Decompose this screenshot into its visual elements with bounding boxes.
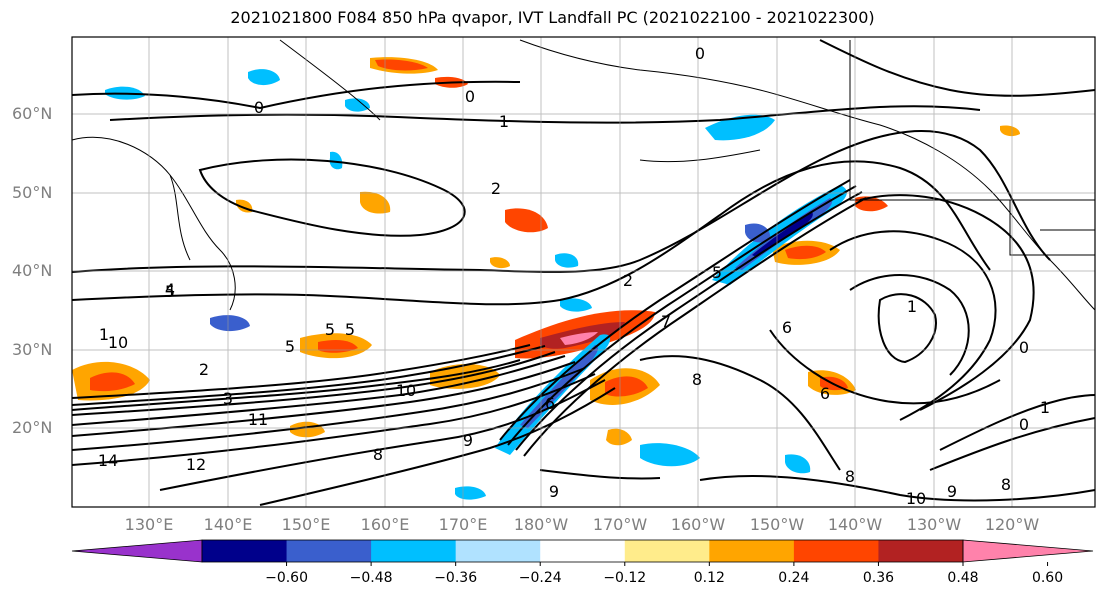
lon-label-180w: 180°W bbox=[513, 515, 569, 534]
contour-label: 10 bbox=[108, 333, 128, 352]
ivt-contours bbox=[71, 39, 1096, 506]
contour-label: 5 bbox=[285, 337, 295, 356]
contour-label: 2 bbox=[623, 271, 633, 290]
contour-label: 1 bbox=[907, 297, 917, 316]
contour-label: 6 bbox=[545, 394, 555, 413]
contour-label: 6 bbox=[820, 384, 830, 403]
colorbar-tick-label: −0.24 bbox=[518, 570, 562, 586]
negative-anomaly-fill bbox=[105, 69, 847, 500]
contour-label: 7 bbox=[661, 312, 671, 331]
contour-label: 9 bbox=[463, 431, 473, 450]
coastlines bbox=[71, 39, 1096, 311]
contour-label: 0 bbox=[254, 98, 264, 117]
lat-label-20n: 20°N bbox=[12, 418, 53, 437]
contour-label: 10 bbox=[906, 489, 926, 508]
contour-label: 8 bbox=[845, 467, 855, 486]
colorbar-tick-label: 0.60 bbox=[1031, 570, 1064, 586]
colorbar-bin bbox=[540, 540, 626, 562]
colorbar-tick-label: 0.12 bbox=[693, 570, 725, 586]
colorbar-bin bbox=[286, 540, 372, 562]
colorbar-bin bbox=[624, 540, 710, 562]
map-title: 2021021800 F084 850 hPa qvapor, IVT Land… bbox=[230, 8, 875, 27]
contour-label: 1 bbox=[499, 112, 509, 131]
contour-label: 12 bbox=[186, 455, 206, 474]
map-frame bbox=[71, 36, 1096, 508]
colorbar-tick-label: 0.36 bbox=[862, 570, 895, 586]
colorbar-tick-label: 0.48 bbox=[947, 570, 979, 586]
contour-label: 1 bbox=[1040, 398, 1050, 417]
contour-label: 8 bbox=[1001, 475, 1011, 494]
contour-label: 0 bbox=[1019, 338, 1029, 357]
contour-label: 0 bbox=[1019, 415, 1029, 434]
colorbar-bin bbox=[202, 540, 288, 562]
contour-label: 1 bbox=[99, 325, 109, 344]
colorbar-tick-label: −0.48 bbox=[349, 570, 393, 586]
contour-label: 4 bbox=[165, 280, 175, 299]
contour-label: 8 bbox=[692, 370, 702, 389]
contour-label: 6 bbox=[782, 318, 792, 337]
lon-label-130w: 130°W bbox=[906, 515, 962, 534]
colorbar-tick-label: 0.24 bbox=[778, 570, 810, 586]
lon-label-150w: 150°W bbox=[749, 515, 805, 534]
contour-label: 5 bbox=[345, 320, 355, 339]
contour-label: 3 bbox=[223, 389, 233, 408]
lon-label-150e: 150°E bbox=[281, 515, 331, 534]
colorbar-bin bbox=[371, 540, 457, 562]
lon-label-130e: 130°E bbox=[124, 515, 174, 534]
colorbar-bin bbox=[455, 540, 541, 562]
lat-label-40n: 40°N bbox=[12, 261, 53, 280]
lat-label-30n: 30°N bbox=[12, 340, 53, 359]
colorbar-extend-high bbox=[962, 539, 1094, 563]
colorbar-bin bbox=[793, 540, 879, 562]
contour-label: 2 bbox=[199, 360, 209, 379]
colorbar-bin bbox=[878, 540, 964, 562]
lon-label-140w: 140°W bbox=[827, 515, 883, 534]
colorbar-extend-low bbox=[71, 539, 203, 563]
colorbar-tick-label: −0.36 bbox=[434, 570, 478, 586]
contour-label: 2 bbox=[491, 179, 501, 198]
lon-label-170w: 170°W bbox=[592, 515, 648, 534]
colorbar-bin bbox=[709, 540, 795, 562]
lon-label-160w: 160°W bbox=[670, 515, 726, 534]
contour-label: 5 bbox=[165, 282, 175, 301]
graticule bbox=[72, 37, 1095, 507]
colorbar bbox=[71, 539, 1094, 566]
lon-label-170e: 170°E bbox=[438, 515, 488, 534]
lat-label-50n: 50°N bbox=[12, 183, 53, 202]
contour-label: 0 bbox=[695, 44, 705, 63]
lon-label-120w: 120°W bbox=[984, 515, 1040, 534]
contour-label: 10 bbox=[396, 381, 416, 400]
lat-label-60n: 60°N bbox=[12, 104, 53, 123]
lon-label-140e: 140°E bbox=[203, 515, 253, 534]
contour-label: 5 bbox=[325, 320, 335, 339]
contour-label: 9 bbox=[549, 482, 559, 501]
lon-label-160e: 160°E bbox=[360, 515, 410, 534]
contour-label: 8 bbox=[373, 445, 383, 464]
contour-label: 14 bbox=[98, 451, 118, 470]
colorbar-tick-label: −0.12 bbox=[603, 570, 647, 586]
contour-label: 5 bbox=[712, 263, 722, 282]
colorbar-tick-label: −0.60 bbox=[265, 570, 308, 586]
contour-label: 0 bbox=[465, 87, 475, 106]
contour-label: 9 bbox=[947, 482, 957, 501]
contour-label: 11 bbox=[248, 410, 268, 429]
